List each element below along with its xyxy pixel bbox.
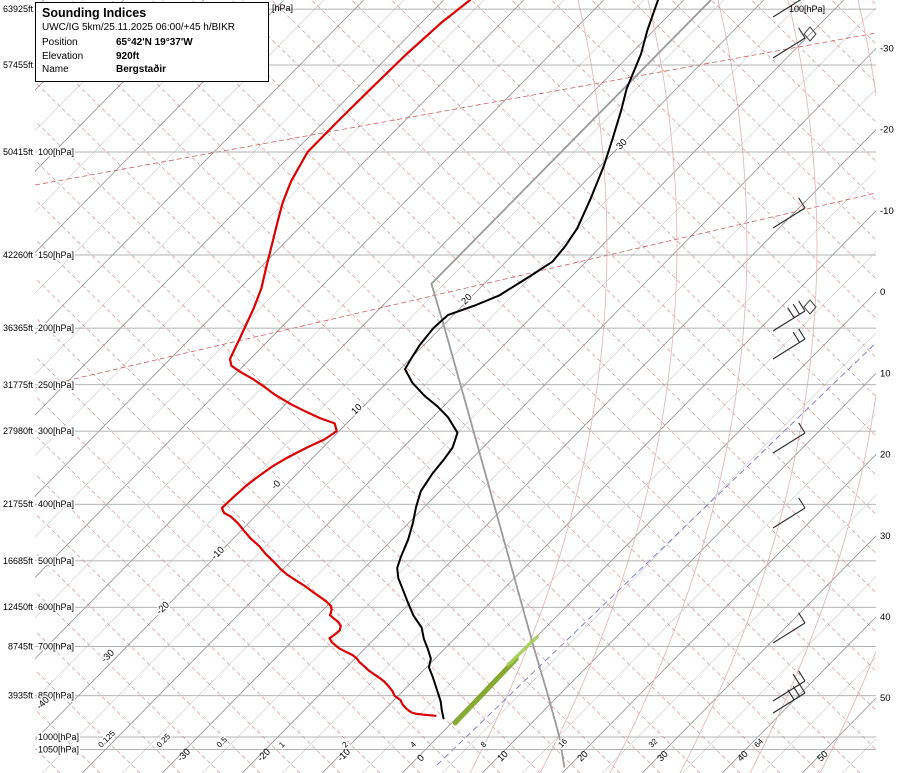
pressure-hpa-label: 400[hPa] — [38, 499, 74, 509]
mixing-ratio-label: 1 — [277, 740, 287, 750]
wind-barb-icon — [772, 26, 817, 59]
pressure-hpa-label: 850[hPa] — [38, 691, 74, 701]
right-temp-label: 50 — [880, 693, 891, 704]
elevation-value: 920ft — [116, 50, 140, 62]
bottom-temp-label: 20 — [575, 749, 590, 764]
name-label: Name — [42, 64, 69, 75]
right-temp-label: 10 — [880, 368, 891, 379]
altitude-ft-label: 31775ft — [3, 380, 34, 390]
altitude-ft-label: 12450ft — [3, 602, 34, 612]
mixing-ratio-label: 0.25 — [155, 732, 173, 750]
wind-barb-icon — [772, 682, 806, 714]
right-temp-label: 30 — [880, 531, 891, 542]
green-marker — [506, 635, 540, 667]
mixing-ratio-label: 32 — [647, 736, 660, 749]
mixing-ratio-grid — [436, 342, 876, 766]
position-row: Position 65°42'N 19°37'W — [42, 36, 262, 50]
right-temp-label: 20 — [880, 450, 891, 461]
position-value: 65°42'N 19°37'W — [116, 37, 193, 48]
green-marker-segments — [452, 635, 540, 726]
right-temp-label: -10 — [880, 206, 894, 217]
altitude-ft-label: 50415ft — [3, 147, 34, 157]
sounding-curve-red — [220, 0, 472, 717]
adiabat-temp-label: -20 — [154, 600, 171, 617]
elevation-row: Elevation 920ft — [42, 50, 262, 64]
bottom-temp-label: 30 — [655, 749, 670, 764]
pressure-hpa-label: 600[hPa] — [38, 602, 74, 612]
altitude-ft-label: 16685ft — [3, 556, 34, 566]
wind-barb-icon — [772, 0, 802, 18]
sounding-curve-black — [396, 0, 659, 720]
wind-barb-icon — [772, 422, 806, 454]
bottom-temp-label: 50 — [815, 749, 830, 764]
wind-barb-icon — [772, 497, 806, 529]
green-marker — [452, 656, 519, 726]
pressure-hpa-label: 500[hPa] — [38, 556, 74, 566]
adiabat-temp-label: 10 — [349, 402, 364, 417]
altitude-ft-label: 42260ft — [3, 250, 34, 260]
wind-barb-icon — [772, 612, 806, 644]
position-label: Position — [42, 37, 78, 48]
altitude-ft-label: 3935ft — [8, 691, 34, 701]
sounding-indices-panel: Sounding Indices UWC/IG 5km/25.11.2025 0… — [35, 2, 269, 82]
adiabat-temp-label: -30 — [99, 648, 116, 665]
pressure-hpa-label: 250[hPa] — [38, 380, 74, 390]
pressure-hpa-label: 150[hPa] — [38, 250, 74, 260]
name-row: Name Bergstaðir — [42, 63, 262, 77]
pressure-hpa-label: 1000[hPa] — [38, 732, 79, 742]
right-temp-label: -30 — [880, 43, 894, 54]
pressure-hpa-label: 700[hPa] — [38, 641, 74, 651]
sounding-curves — [220, 0, 712, 768]
wind-barb-icon — [772, 197, 806, 229]
mixing-ratio-label: 64 — [752, 736, 765, 749]
altitude-ft-label: 36365ft — [3, 323, 34, 333]
model-run-line: UWC/IG 5km/25.11.2025 06:00/+45 h/BIKR — [42, 22, 235, 33]
wind-barb-column — [772, 0, 817, 714]
pressure-hpa-label: 1050[hPa] — [38, 744, 79, 754]
mixing-ratio-label: 16 — [556, 736, 569, 749]
bottom-temp-label: 40 — [735, 749, 750, 764]
right-temp-label: 0 — [880, 287, 885, 298]
top-left-unit-label: [hPa] — [272, 3, 293, 13]
elevation-label: Elevation — [42, 50, 84, 62]
wind-barb-icon — [772, 328, 806, 360]
right-temp-label: -20 — [880, 125, 894, 136]
mixing-ratio-label: 8 — [479, 740, 489, 750]
pressure-hpa-label: 300[hPa] — [38, 426, 74, 436]
altitude-ft-label: 8745ft — [8, 641, 34, 651]
mixing-ratio-label: 4 — [408, 740, 418, 750]
bottom-temp-label: 0 — [415, 753, 427, 765]
panel-title: Sounding Indices — [42, 6, 147, 20]
altitude-ft-label: 57455ft — [3, 60, 34, 70]
moist-adiabat-grid — [469, 0, 876, 773]
bottom-temp-label: 10 — [495, 749, 510, 764]
reference-curve-gray — [430, 0, 712, 768]
mixing-ratio-label: 0.125 — [96, 729, 117, 750]
adiabat-temp-label: 20 — [459, 292, 474, 307]
altitude-ft-label: 27980ft — [3, 426, 34, 436]
top-right-pressure-label: 100[hPa] — [789, 4, 825, 14]
right-temp-label: 40 — [880, 612, 891, 623]
wind-barb-icon — [772, 299, 817, 332]
mixing-ratio-label: 2 — [340, 740, 350, 750]
altitude-ft-label: 21755ft — [3, 499, 34, 509]
name-value: Bergstaðir — [116, 64, 167, 75]
pressure-hpa-label: 200[hPa] — [38, 323, 74, 333]
altitude-ft-label: 63925ft — [3, 4, 34, 14]
pressure-hpa-label: 100[hPa] — [38, 147, 74, 157]
